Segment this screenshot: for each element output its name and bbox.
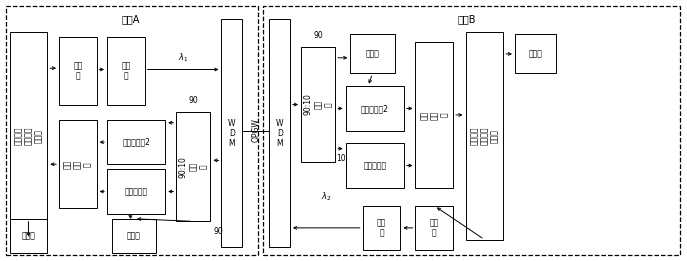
Text: 10: 10: [337, 154, 346, 163]
Text: 90: 90: [214, 227, 224, 236]
Text: W
D
M: W D M: [276, 118, 284, 148]
Text: 90: 90: [188, 96, 199, 105]
Text: 主机B: 主机B: [458, 14, 476, 24]
FancyBboxPatch shape: [269, 19, 290, 247]
FancyBboxPatch shape: [515, 34, 556, 73]
FancyBboxPatch shape: [221, 19, 242, 247]
Text: 上位机: 上位机: [528, 49, 543, 58]
Text: 放大
器: 放大 器: [121, 61, 131, 80]
Text: 90:10
耦合
器: 90:10 耦合 器: [179, 156, 208, 178]
FancyBboxPatch shape: [346, 144, 404, 188]
FancyBboxPatch shape: [107, 120, 166, 164]
Text: 主机A: 主机A: [122, 14, 140, 24]
Text: 放大
器: 放大 器: [377, 218, 386, 237]
FancyBboxPatch shape: [176, 112, 210, 221]
Text: 数据存储
处理与控
制单元: 数据存储 处理与控 制单元: [470, 126, 499, 145]
Text: $\lambda_2$: $\lambda_2$: [321, 191, 332, 203]
Bar: [6, 6, 258, 255]
Text: 高速
采集
卡: 高速 采集 卡: [420, 110, 449, 120]
FancyBboxPatch shape: [416, 42, 453, 188]
Text: 90: 90: [313, 31, 323, 40]
Text: 数据存储
处理与控
制单元: 数据存储 处理与控 制单元: [14, 126, 43, 145]
Text: 检偏器: 检偏器: [365, 49, 380, 58]
FancyBboxPatch shape: [301, 48, 335, 162]
FancyBboxPatch shape: [416, 206, 453, 250]
FancyBboxPatch shape: [107, 169, 166, 213]
Text: 检偏器: 检偏器: [127, 231, 141, 240]
FancyBboxPatch shape: [112, 219, 157, 252]
FancyBboxPatch shape: [59, 37, 97, 105]
Text: 高速探测器2: 高速探测器2: [361, 104, 389, 113]
Bar: [263, 6, 680, 255]
Text: 高速
采集
卡: 高速 采集 卡: [63, 160, 92, 169]
Text: 激光
器: 激光 器: [74, 61, 82, 80]
Text: 高速探测器: 高速探测器: [363, 161, 386, 170]
FancyBboxPatch shape: [59, 120, 97, 208]
FancyBboxPatch shape: [363, 206, 401, 250]
Text: 高速探测器: 高速探测器: [124, 187, 148, 196]
FancyBboxPatch shape: [10, 219, 47, 252]
FancyBboxPatch shape: [10, 32, 47, 240]
Text: $\lambda_1$: $\lambda_1$: [178, 51, 188, 63]
Text: W
D
M: W D M: [228, 118, 236, 148]
FancyBboxPatch shape: [466, 32, 504, 240]
Text: 高速探测器2: 高速探测器2: [122, 138, 150, 147]
Text: 上位机: 上位机: [21, 231, 36, 240]
Text: 激光
器: 激光 器: [429, 218, 439, 237]
FancyBboxPatch shape: [350, 34, 395, 73]
Text: 90:10
耦合
器: 90:10 耦合 器: [304, 94, 333, 115]
Text: OPGW: OPGW: [251, 118, 260, 143]
FancyBboxPatch shape: [346, 86, 404, 130]
FancyBboxPatch shape: [107, 37, 145, 105]
